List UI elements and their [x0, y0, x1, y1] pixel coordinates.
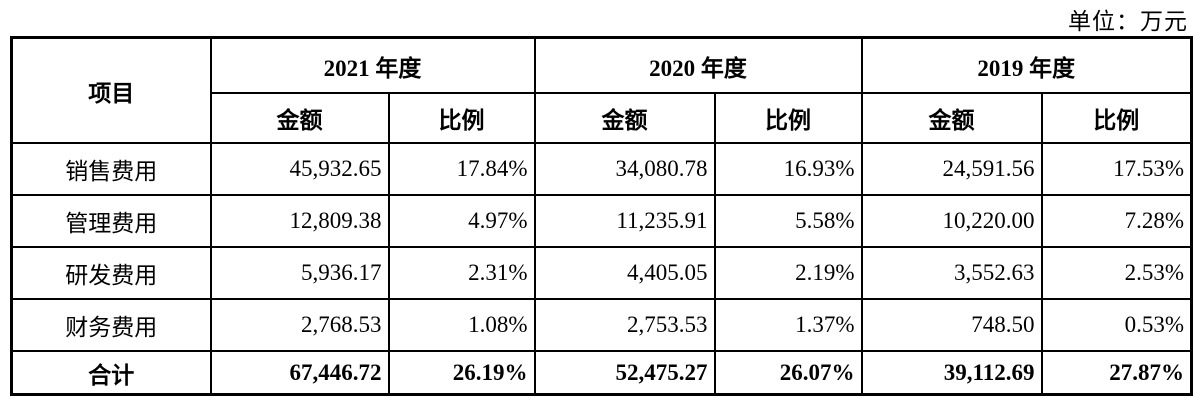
ratio-cell: 7.28% [1040, 194, 1193, 248]
header-row-subcolumns: 金额 比例 金额 比例 金额 比例 [12, 92, 1193, 144]
amount-cell: 67,446.72 [209, 350, 390, 396]
year-group-2019: 2019 年度 [860, 36, 1193, 94]
amount-cell: 5,936.17 [209, 246, 390, 300]
subheader-ratio-2021: 比例 [387, 92, 536, 144]
table-row-total: 合计 67,446.72 26.19% 52,475.27 26.07% 39,… [10, 350, 1193, 396]
subheader-amount-2020: 金额 [533, 92, 716, 144]
table-row-finance-expense: 财务费用 2,768.53 1.08% 2,753.53 1.37% 748.5… [10, 298, 1193, 352]
amount-cell: 39,112.69 [860, 350, 1043, 396]
ratio-cell: 16.93% [713, 142, 863, 196]
amount-cell: 24,591.56 [860, 142, 1043, 196]
amount-cell: 2,753.53 [533, 298, 716, 352]
unit-label: 单位：万元 [1068, 9, 1188, 34]
row-label: 销售费用 [10, 142, 212, 196]
row-label: 管理费用 [10, 194, 212, 248]
amount-cell: 748.50 [860, 298, 1043, 352]
ratio-cell: 0.53% [1040, 298, 1193, 352]
ratio-cell: 1.37% [713, 298, 863, 352]
amount-cell: 2,768.53 [209, 298, 390, 352]
subheader-ratio-2019: 比例 [1040, 92, 1193, 144]
expense-ratio-table: 项目 2021 年度 2020 年度 2019 年度 金额 比例 金额 比例 金… [10, 36, 1193, 396]
ratio-cell: 27.87% [1040, 350, 1193, 396]
ratio-cell: 2.31% [387, 246, 536, 300]
amount-cell: 3,552.63 [860, 246, 1043, 300]
subheader-ratio-2020: 比例 [713, 92, 863, 144]
table-row-admin-expense: 管理费用 12,809.38 4.97% 11,235.91 5.58% 10,… [10, 194, 1193, 248]
amount-cell: 10,220.00 [860, 194, 1043, 248]
table-row-sales-expense: 销售费用 45,932.65 17.84% 34,080.78 16.93% 2… [10, 142, 1193, 196]
ratio-cell: 26.07% [713, 350, 863, 396]
subheader-amount-2021: 金额 [209, 92, 390, 144]
ratio-cell: 17.84% [387, 142, 536, 196]
amount-cell: 34,080.78 [533, 142, 716, 196]
amount-cell: 45,932.65 [209, 142, 390, 196]
amount-cell: 12,809.38 [209, 194, 390, 248]
row-label: 研发费用 [10, 246, 212, 300]
ratio-cell: 2.53% [1040, 246, 1193, 300]
ratio-cell: 17.53% [1040, 142, 1193, 196]
column-header-item: 项目 [10, 36, 212, 144]
ratio-cell: 26.19% [387, 350, 536, 396]
year-group-2021: 2021 年度 [209, 36, 536, 94]
ratio-cell: 1.08% [387, 298, 536, 352]
ratio-cell: 5.58% [713, 194, 863, 248]
amount-cell: 11,235.91 [533, 194, 716, 248]
row-label: 合计 [10, 350, 212, 396]
ratio-cell: 2.19% [713, 246, 863, 300]
header-row-years: 项目 2021 年度 2020 年度 2019 年度 [10, 36, 1193, 144]
amount-cell: 52,475.27 [533, 350, 716, 396]
ratio-cell: 4.97% [387, 194, 536, 248]
row-label: 财务费用 [10, 298, 212, 352]
table-row-rd-expense: 研发费用 5,936.17 2.31% 4,405.05 2.19% 3,552… [10, 246, 1193, 300]
amount-cell: 4,405.05 [533, 246, 716, 300]
year-group-2020: 2020 年度 [533, 36, 863, 94]
subheader-amount-2019: 金额 [860, 92, 1043, 144]
